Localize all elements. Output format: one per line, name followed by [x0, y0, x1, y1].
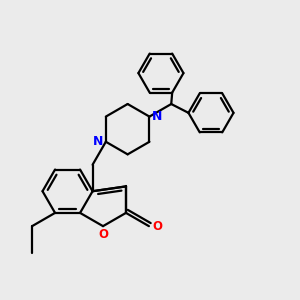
Text: N: N [93, 135, 104, 148]
Text: O: O [152, 220, 162, 232]
Text: O: O [98, 228, 108, 241]
Text: N: N [152, 110, 162, 123]
